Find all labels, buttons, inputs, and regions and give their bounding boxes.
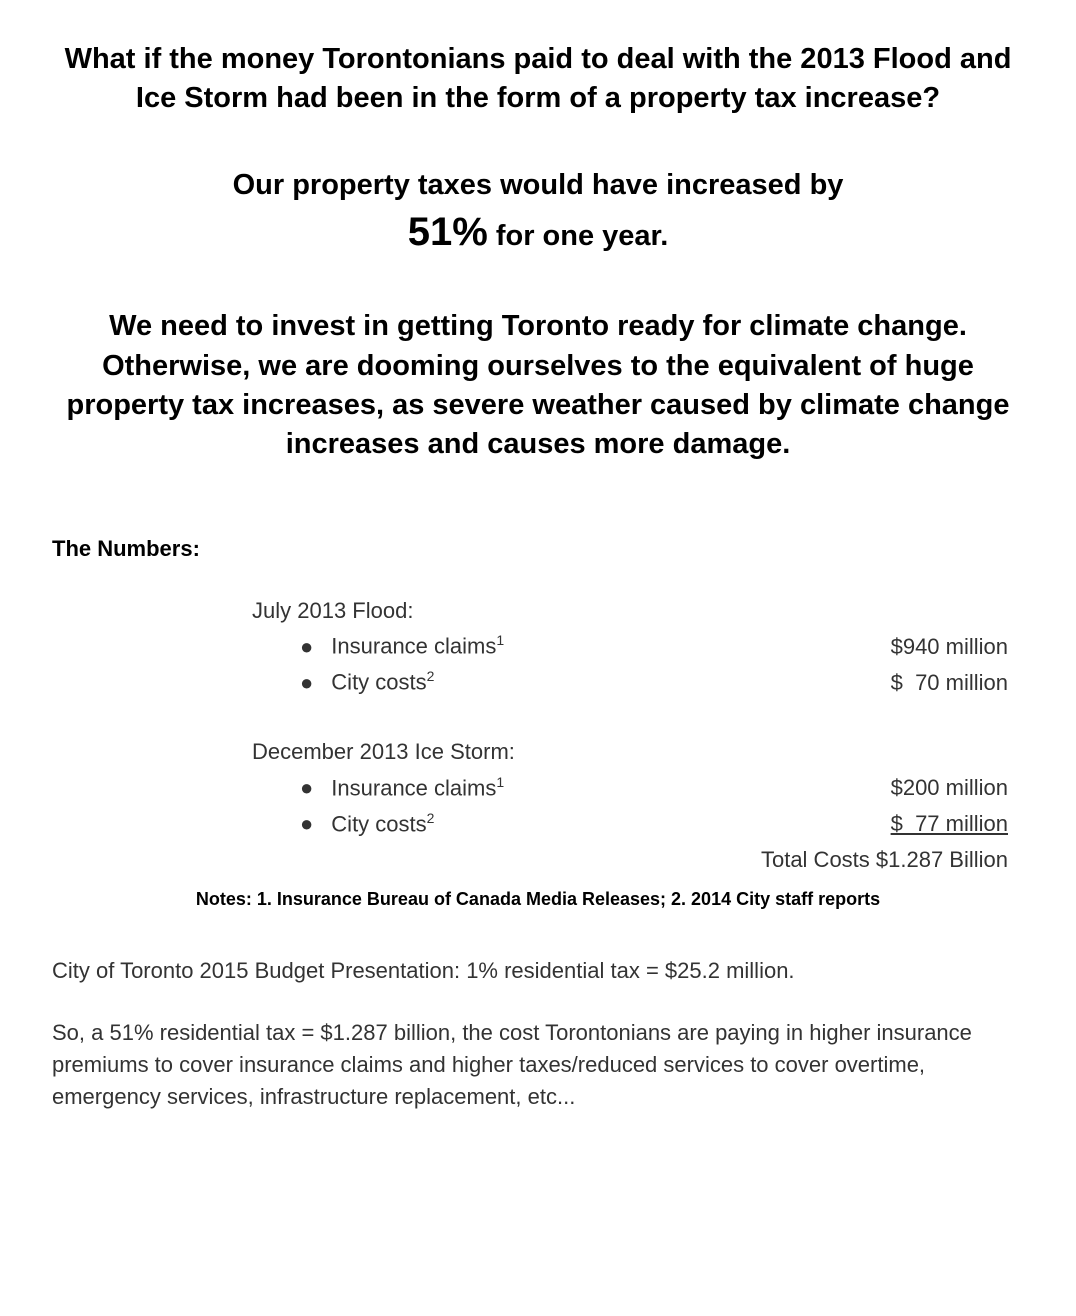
item-label: Insurance claims1 xyxy=(331,773,504,803)
item-value: $ 70 million xyxy=(891,668,1024,698)
headline-question: What if the money Torontonians paid to d… xyxy=(52,40,1024,118)
headline-stat-pre: Our property taxes would have increased … xyxy=(233,169,844,201)
total-costs: Total Costs $1.287 Billion xyxy=(252,845,1024,875)
item-label: Insurance claims1 xyxy=(331,631,504,661)
bullet-wrap: ● City costs2 xyxy=(300,667,434,697)
spacer xyxy=(52,709,1024,737)
paragraph-budget: City of Toronto 2015 Budget Presentation… xyxy=(52,955,1024,987)
footnote-ref: 2 xyxy=(427,810,435,826)
event-title: July 2013 Flood: xyxy=(252,596,1024,626)
bullet-icon: ● xyxy=(300,773,313,803)
event-block: December 2013 Ice Storm: ● Insurance claim… xyxy=(252,737,1024,874)
line-item: ● Insurance claims1 $200 million xyxy=(252,773,1024,803)
footnotes: Notes: 1. Insurance Bureau of Canada Med… xyxy=(52,887,1024,911)
paragraph-conclusion: So, a 51% residential tax = $1.287 billi… xyxy=(52,1017,1024,1113)
footnote-ref: 1 xyxy=(496,632,504,648)
item-label: City costs2 xyxy=(331,667,434,697)
section-label-numbers: The Numbers: xyxy=(52,534,1024,564)
headline-stat-percent: 51% xyxy=(408,210,488,254)
headline-stat: Our property taxes would have increased … xyxy=(52,166,1024,259)
bullet-wrap: ● Insurance claims1 xyxy=(300,631,504,661)
footnote-ref: 1 xyxy=(496,774,504,790)
item-value: $940 million xyxy=(891,632,1024,662)
headline-call-to-action: We need to invest in getting Toronto rea… xyxy=(52,307,1024,464)
item-label: City costs2 xyxy=(331,809,434,839)
item-value: $200 million xyxy=(891,773,1024,803)
bullet-wrap: ● City costs2 xyxy=(300,809,434,839)
item-value: $ 77 million xyxy=(891,809,1024,839)
footnote-ref: 2 xyxy=(427,668,435,684)
numbers-container: July 2013 Flood: ● Insurance claims1 $940 m… xyxy=(52,596,1024,875)
headline-stat-post: for one year. xyxy=(488,220,669,252)
bullet-icon: ● xyxy=(300,668,313,698)
line-item: ● City costs2 $ 77 million xyxy=(252,809,1024,839)
event-title: December 2013 Ice Storm: xyxy=(252,737,1024,767)
event-block: July 2013 Flood: ● Insurance claims1 $940 m… xyxy=(252,596,1024,698)
line-item: ● City costs2 $ 70 million xyxy=(252,667,1024,697)
bullet-icon: ● xyxy=(300,632,313,662)
bullet-icon: ● xyxy=(300,809,313,839)
bullet-wrap: ● Insurance claims1 xyxy=(300,773,504,803)
line-item: ● Insurance claims1 $940 million xyxy=(252,631,1024,661)
